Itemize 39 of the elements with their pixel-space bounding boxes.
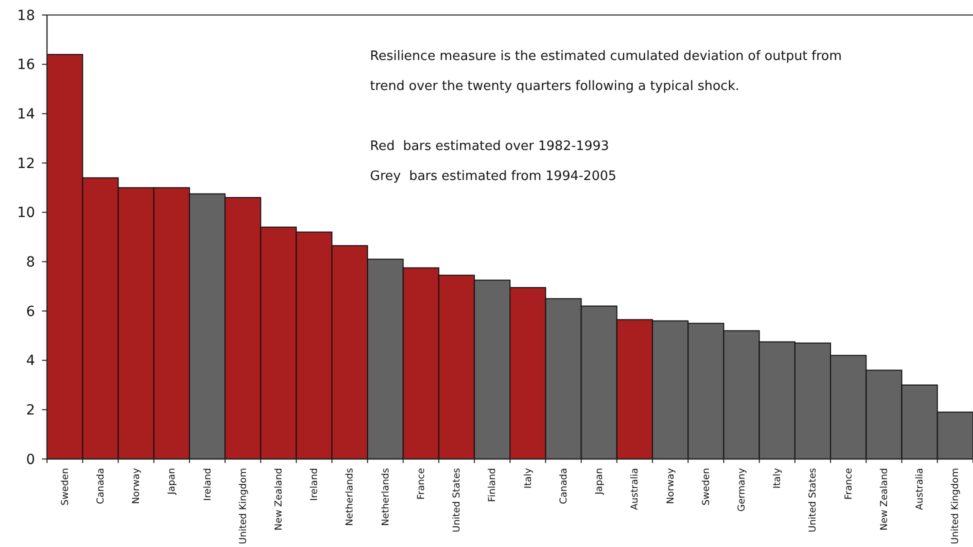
x-tick-label: Netherlands: [344, 468, 356, 526]
x-tick-label: Japan: [166, 468, 178, 496]
x-tick-label: United States: [808, 468, 819, 532]
x-tick-label: Italy: [522, 468, 534, 489]
y-tick-label: 16: [17, 57, 36, 74]
x-tick-label: Norway: [665, 468, 676, 504]
y-tick-label: 14: [17, 106, 36, 123]
y-tick-label: 4: [26, 353, 36, 370]
y-tick-label: 8: [26, 254, 35, 271]
x-tick-label: United States: [452, 468, 463, 532]
x-tick-label: Canada: [558, 468, 570, 504]
x-tick-label: Ireland: [309, 468, 320, 501]
x-tick-label: Sweden: [700, 468, 712, 506]
x-tick-label: Ireland: [202, 468, 214, 501]
x-tick-label: Sweden: [60, 468, 71, 506]
annotation: Resilience measure is the estimated cumulated deviation of output from trend over the twenty quarters following a typical shock.: [370, 49, 842, 94]
x-tick-label: New Zealand: [274, 468, 284, 530]
y-tick-label: 10: [17, 205, 35, 222]
x-tick-label: Germany: [736, 468, 748, 512]
y-tick-label: 18: [17, 8, 35, 24]
x-tick-label: Australia: [914, 468, 926, 510]
x-tick-label: United Kingdom: [950, 468, 962, 544]
x-tick-label: United Kingdom: [238, 468, 249, 544]
x-tick-label: France: [416, 468, 427, 500]
annotation: Grey bars estimated from 1994-2005: [370, 169, 616, 184]
y-tick-label: 12: [17, 156, 35, 172]
y-tick-label: 6: [26, 304, 36, 320]
x-tick-label: Finland: [487, 468, 498, 502]
y-tick-label: 2: [26, 402, 35, 419]
x-tick-label: Netherlands: [380, 468, 392, 526]
x-tick-label: Canada: [95, 468, 106, 504]
x-tick-label: Italy: [772, 468, 784, 489]
y-tick-label: 0: [26, 452, 35, 468]
x-tick-label: New Zealand: [878, 468, 890, 530]
x-tick-label: Japan: [594, 468, 606, 496]
x-tick-label: France: [843, 468, 854, 500]
x-tick-label: Australia: [630, 468, 641, 510]
x-tick-label: Norway: [131, 468, 142, 504]
annotation: Red bars estimated over 1982-1993: [370, 139, 610, 154]
